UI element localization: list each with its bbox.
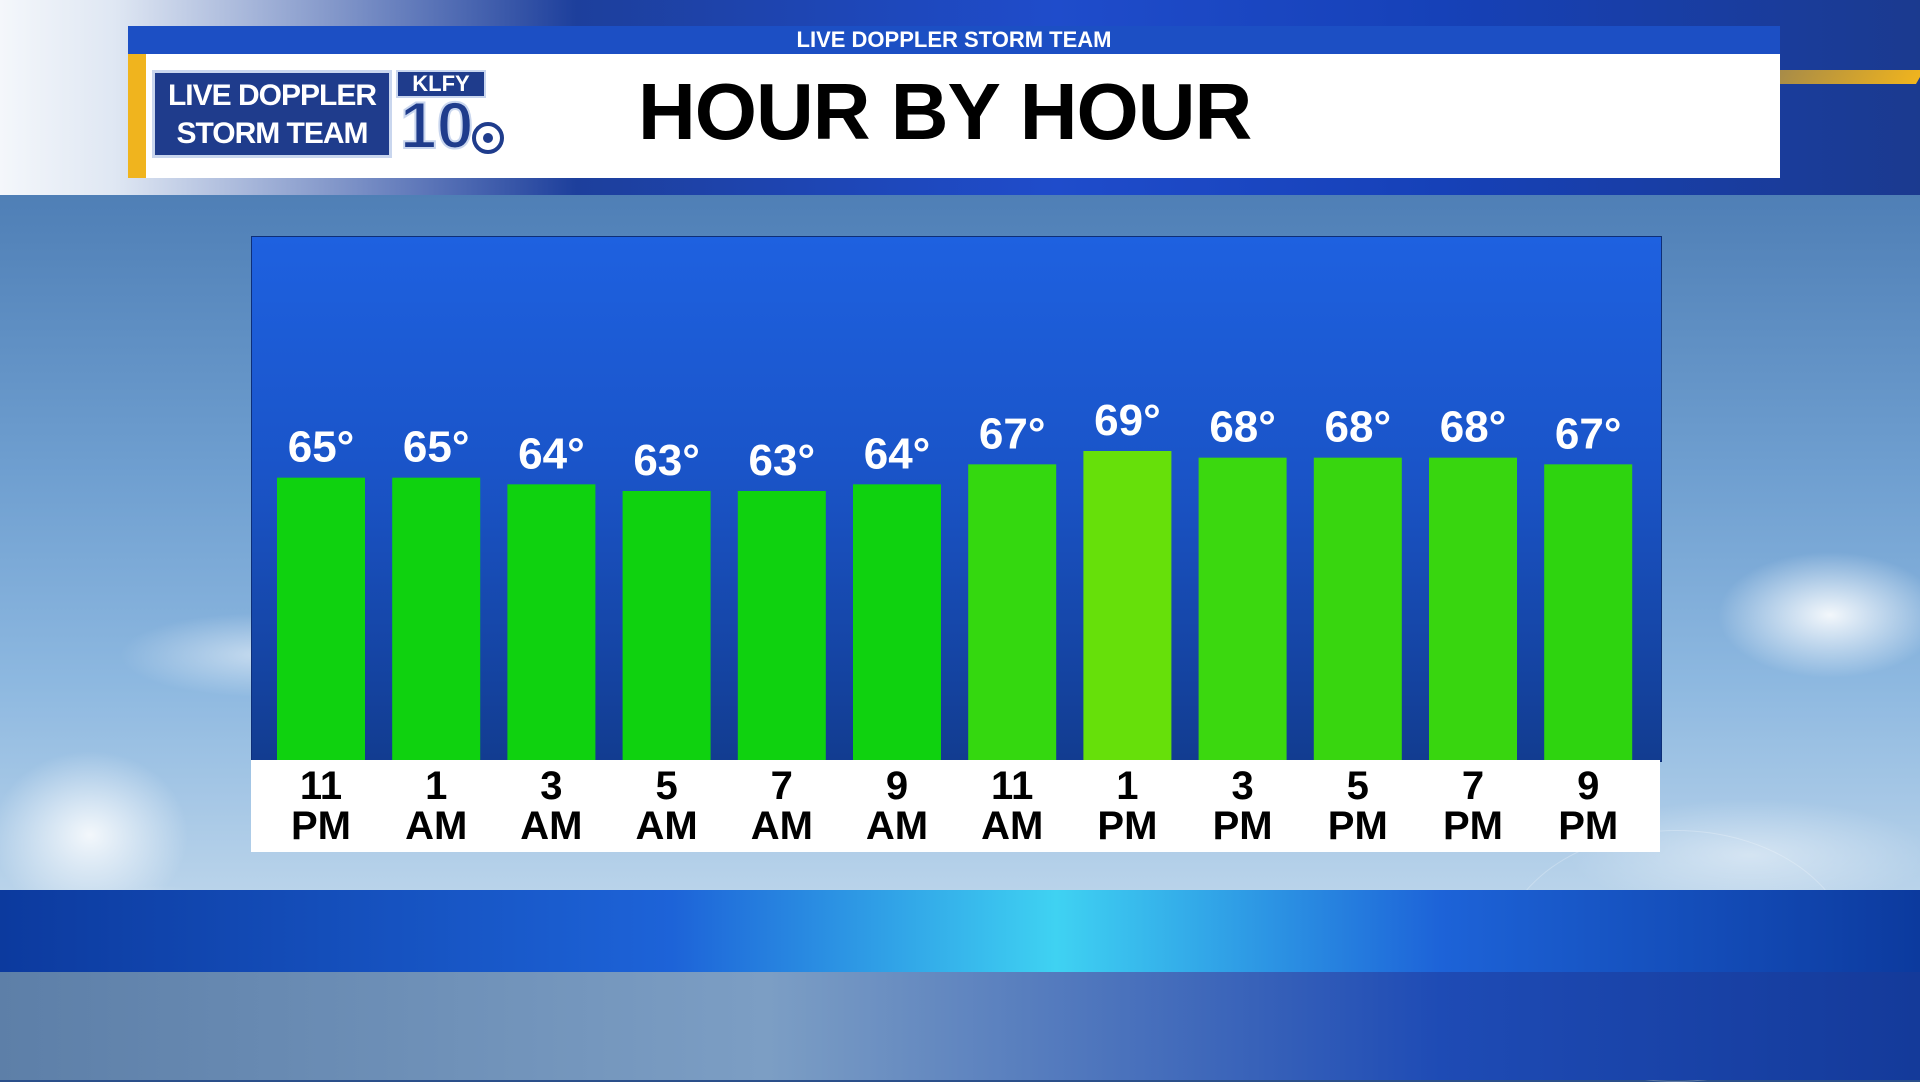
chart-panel xyxy=(251,236,1662,762)
x-tick-label-line: PM xyxy=(1097,804,1158,848)
x-tick-label-line: 5 xyxy=(1346,764,1369,808)
x-tick-label: 7 PM xyxy=(1418,766,1528,846)
x-tick-label-line: 1 xyxy=(425,764,448,808)
value-label: 67° xyxy=(979,409,1046,458)
header-title-bar: LIVE DOPPLER STORM TEAM KLFY 10 HOUR BY … xyxy=(128,54,1780,178)
station-logo: LIVE DOPPLER STORM TEAM KLFY 10 xyxy=(152,70,512,162)
x-tick-label: 3 AM xyxy=(496,766,606,846)
logo-line-2: STORM TEAM xyxy=(176,117,368,150)
channel-number: 10 xyxy=(399,88,474,162)
x-tick-label-line: PM xyxy=(1443,804,1503,848)
value-label: 65° xyxy=(403,423,470,472)
x-tick-label-line: AM xyxy=(865,804,929,848)
bar-9-pm xyxy=(1544,464,1633,760)
x-tick-label: 1 AM xyxy=(381,766,491,846)
x-tick-label-line: PM xyxy=(1327,804,1388,848)
x-tick-label-line: 9 xyxy=(1577,764,1600,808)
x-tick-label-line: 7 xyxy=(770,764,793,808)
x-axis-label-band xyxy=(251,760,1660,852)
x-tick-label-line: PM xyxy=(1212,804,1273,848)
value-label: 68° xyxy=(1325,403,1392,452)
klfy-callsign: KLFY xyxy=(396,70,486,98)
value-label: 68° xyxy=(1440,403,1507,452)
x-tick-label-line: 11 xyxy=(991,764,1034,808)
x-tick-label-line: 11 xyxy=(299,764,343,808)
x-tick-label-line: AM xyxy=(520,804,583,848)
x-tick-label: 11 AM xyxy=(957,766,1067,846)
bar-5-am xyxy=(622,491,711,760)
x-tick-label-line: 1 xyxy=(1116,764,1139,808)
x-tick-label-line: AM xyxy=(750,804,813,848)
value-label: 63° xyxy=(633,436,700,485)
x-tick-label-line: 3 xyxy=(540,764,563,808)
x-tick-label-line: PM xyxy=(1558,804,1619,848)
logo-line-1: LIVE DOPPLER xyxy=(167,79,377,112)
value-label: 64° xyxy=(864,429,931,478)
x-tick-label-line: 7 xyxy=(1461,764,1485,808)
x-tick-label: 3 PM xyxy=(1188,766,1298,846)
storm-team-logo: LIVE DOPPLER STORM TEAM xyxy=(152,70,392,158)
value-label: 63° xyxy=(749,436,816,485)
x-tick-label-line: 3 xyxy=(1231,764,1254,808)
x-tick-label: 1 PM xyxy=(1072,766,1182,846)
bar-5-pm xyxy=(1313,457,1402,760)
bottom-blue-bar xyxy=(0,890,1920,972)
x-tick-label-line: 9 xyxy=(885,764,909,808)
bar-3-am xyxy=(507,484,596,760)
value-label: 64° xyxy=(518,429,585,478)
bar-7-am xyxy=(737,491,826,760)
x-tick-label-line: AM xyxy=(635,804,698,848)
x-tick-label: 9 AM xyxy=(842,766,952,846)
bar-11-pm xyxy=(277,477,365,760)
x-tick-label: 11 PM xyxy=(266,766,376,846)
bar-1-pm xyxy=(1083,451,1172,760)
x-tick-label-line: AM xyxy=(981,804,1044,848)
header-gold-accent xyxy=(128,54,146,178)
value-label: 67° xyxy=(1555,409,1622,458)
x-tick-label: 5 PM xyxy=(1303,766,1413,846)
value-label: 69° xyxy=(1094,396,1161,445)
page-title: HOUR BY HOUR xyxy=(638,67,1252,156)
x-tick-label: 5 AM xyxy=(612,766,722,846)
x-tick-label: 7 AM xyxy=(727,766,837,846)
x-tick-label-line: 5 xyxy=(655,764,678,808)
x-tick-label-line: PM xyxy=(291,804,351,848)
x-tick-label-line: AM xyxy=(405,804,468,848)
bar-1-am xyxy=(392,477,481,760)
bar-11-am xyxy=(968,464,1057,760)
header-top-label: LIVE DOPPLER STORM TEAM xyxy=(128,26,1780,54)
value-label: 68° xyxy=(1209,403,1276,452)
bar-9-am xyxy=(853,484,941,760)
value-label: 65° xyxy=(288,423,355,472)
x-tick-label: 9 PM xyxy=(1533,766,1643,846)
bottom-background xyxy=(0,972,1920,1080)
klfy-logo: KLFY 10 xyxy=(396,70,508,162)
bar-3-pm xyxy=(1198,457,1287,760)
cbs-eye-icon xyxy=(472,122,504,154)
bar-7-pm xyxy=(1429,457,1517,760)
